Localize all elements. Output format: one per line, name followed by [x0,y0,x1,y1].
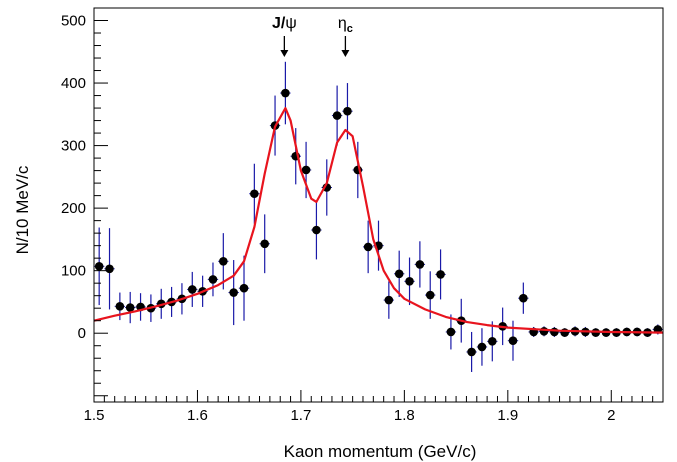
annotation-arrow-head [280,50,289,57]
peak-annotations: J/ψ ηc [272,15,353,57]
data-point [312,225,321,235]
data-point [343,106,352,116]
data-point [384,295,394,305]
data-point [415,260,425,269]
jpsi-annotation-label: J/ψ [272,15,297,32]
data-point [519,293,528,303]
error-bars [94,61,663,372]
data-point [508,336,518,346]
x-tick-label: 1.8 [394,407,415,424]
data-point [446,327,456,337]
data-point [405,276,414,286]
data-point [115,302,125,311]
data-point [281,88,290,98]
x-tick-label: 2 [607,407,615,424]
data-point [539,327,549,336]
y-tick-label: 200 [61,200,86,217]
data-point [394,269,404,279]
x-tick-label: 1.5 [84,407,105,424]
data-point [229,288,238,297]
data-point [560,328,570,337]
data-point [363,242,373,252]
x-tick-label: 1.7 [290,407,311,424]
y-axis-label: N/10 MeV/c [13,165,32,254]
data-point [208,275,218,284]
annotation-arrow-head [341,50,350,57]
jpsi-label-main: J/ [272,15,286,32]
etac-annotation-label: ηc [338,15,353,35]
data-point [332,111,342,120]
data-point [250,189,259,199]
data-point [467,347,476,357]
data-point [94,261,104,271]
x-tick-label: 1.9 [497,407,518,424]
fit-curve-group [93,107,664,334]
x-axis-label: Kaon momentum (GeV/c) [284,442,477,461]
data-point [187,285,197,294]
y-tick-label: 300 [61,138,86,155]
data-point [260,239,270,249]
data-point [125,303,135,312]
data-point [219,256,228,266]
jpsi-label-greek: ψ [285,15,296,32]
data-point [301,165,311,175]
y-tick-label: 400 [61,75,86,92]
data-point [488,337,497,346]
y-tick-label: 500 [61,13,86,30]
etac-label-greek: η [338,15,347,32]
etac-label-sub: c [347,23,353,35]
data-point [436,270,445,279]
plot-frame [93,7,664,403]
data-point [477,342,487,352]
x-tick-label: 1.6 [187,407,208,424]
axes: 1.5 1.6 1.7 1.8 1.9 2 0 100 200 300 400 500 [61,7,664,424]
y-tick-label: 0 [78,325,86,342]
y-tick-label: 100 [61,263,86,280]
data-point [105,264,114,274]
data-point [425,290,435,300]
data-point [239,283,249,293]
fit-curve [93,107,664,334]
data-point [550,327,559,337]
